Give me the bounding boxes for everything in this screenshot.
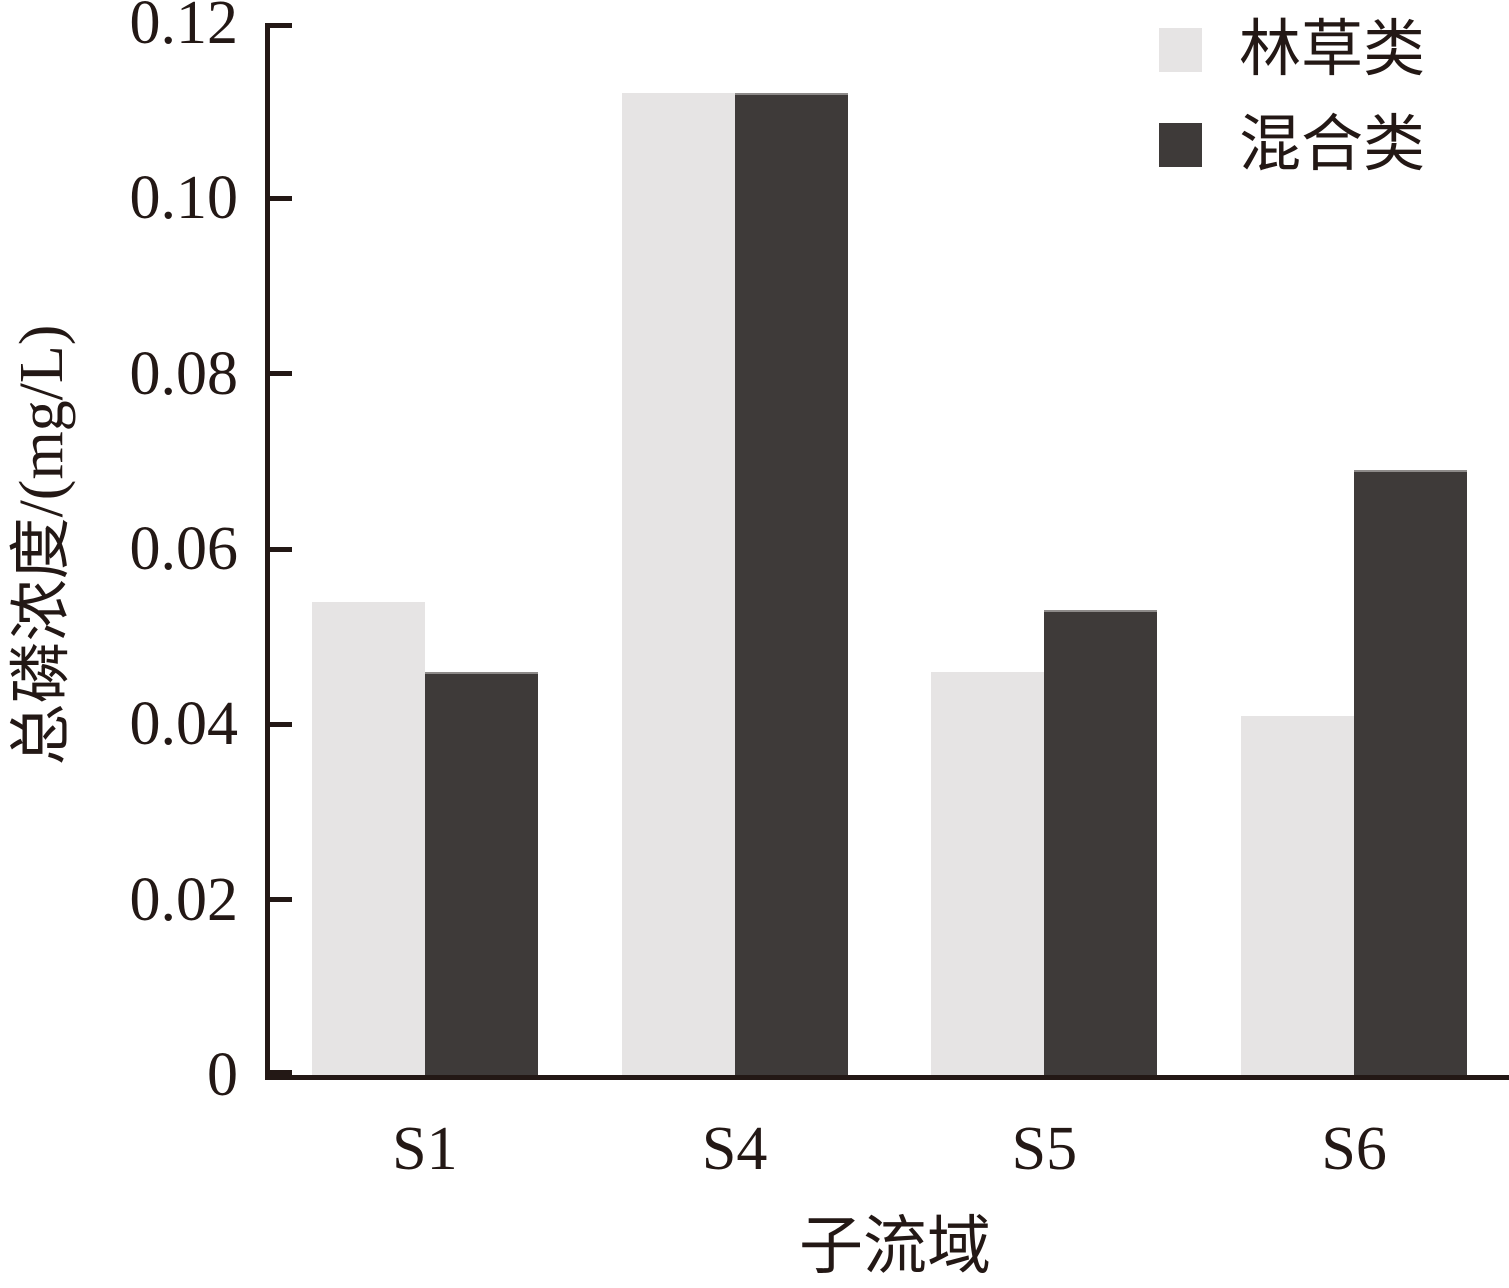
bar-S1-light-series bbox=[311, 601, 425, 1075]
bar-S1-dark-series bbox=[424, 671, 538, 1075]
legend-swatch-dark-series bbox=[1159, 122, 1202, 167]
legend-swatch-light-series bbox=[1159, 27, 1202, 72]
y-tick-mark-0.10 bbox=[270, 195, 292, 201]
bar-S5-dark-series bbox=[1044, 610, 1158, 1075]
plot-area bbox=[265, 23, 1509, 1080]
legend-item-light-series: 林草类 bbox=[1159, 2, 1425, 97]
y-tick-label-0.08: 0.08 bbox=[129, 339, 239, 408]
y-tick-label-0.06: 0.06 bbox=[129, 515, 239, 583]
y-tick-label-0: 0 bbox=[207, 1041, 238, 1109]
bar-S4-dark-series bbox=[734, 93, 848, 1075]
x-axis-title: 子流域 bbox=[799, 1211, 991, 1282]
y-tick-mark-0.02 bbox=[270, 897, 292, 903]
bar-S4-light-series bbox=[621, 93, 735, 1075]
bar-S5-light-series bbox=[931, 671, 1045, 1075]
bar-S6-light-series bbox=[1241, 715, 1355, 1075]
y-tick-mark-0 bbox=[270, 1070, 292, 1075]
x-category-label-S5: S5 bbox=[1011, 1115, 1078, 1183]
legend-label-light-series: 林草类 bbox=[1239, 15, 1426, 84]
legend-label-dark-series: 混合类 bbox=[1239, 110, 1426, 179]
x-category-label-S1: S1 bbox=[392, 1115, 458, 1183]
y-tick-label-0.02: 0.02 bbox=[129, 865, 239, 934]
x-category-label-S6: S6 bbox=[1321, 1115, 1387, 1183]
y-tick-label-0.10: 0.10 bbox=[129, 164, 239, 233]
x-category-label-S4: S4 bbox=[701, 1115, 768, 1183]
y-tick-mark-0.04 bbox=[270, 721, 292, 727]
legend: 林草类 混合类 bbox=[1159, 2, 1425, 192]
y-tick-mark-0.06 bbox=[270, 546, 292, 552]
bar-S6-dark-series bbox=[1354, 470, 1468, 1075]
y-tick-label-0.04: 0.04 bbox=[129, 690, 239, 759]
y-tick-mark-0.12 bbox=[270, 23, 292, 28]
legend-item-dark-series: 混合类 bbox=[1159, 97, 1425, 192]
y-tick-mark-0.08 bbox=[270, 371, 292, 377]
y-tick-label-0.12: 0.12 bbox=[129, 0, 239, 57]
